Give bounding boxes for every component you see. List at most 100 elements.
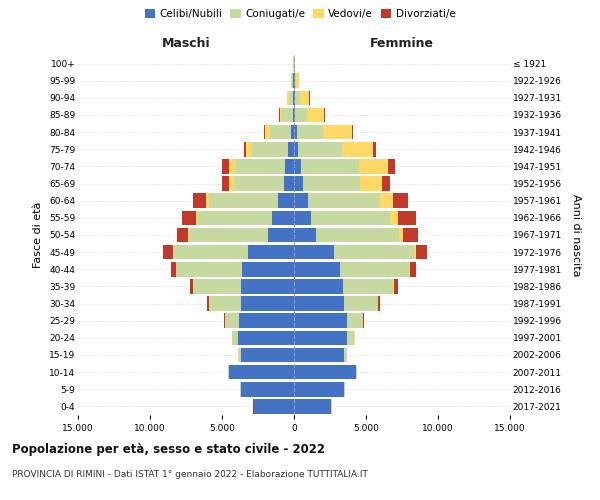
Bar [300, 90, 309, 105]
Bar [197, 210, 272, 225]
Bar [189, 228, 268, 242]
Bar [235, 159, 286, 174]
Bar [206, 194, 209, 208]
Bar [238, 330, 294, 345]
Bar [294, 314, 347, 328]
Bar [241, 382, 294, 396]
Bar [391, 210, 398, 225]
Bar [363, 314, 364, 328]
Bar [298, 142, 341, 156]
Bar [413, 245, 416, 260]
Bar [286, 159, 294, 174]
Bar [280, 108, 283, 122]
Bar [248, 245, 294, 260]
Bar [294, 176, 302, 191]
Text: Popolazione per età, sesso e stato civile - 2022: Popolazione per età, sesso e stato civil… [12, 442, 325, 456]
Bar [222, 159, 229, 174]
Bar [295, 108, 307, 122]
Bar [229, 176, 233, 191]
Bar [294, 399, 331, 413]
Bar [241, 296, 294, 311]
Bar [239, 314, 294, 328]
Bar [182, 210, 196, 225]
Bar [311, 210, 391, 225]
Bar [294, 330, 347, 345]
Bar [399, 228, 403, 242]
Bar [163, 245, 173, 260]
Y-axis label: Anni di nascita: Anni di nascita [571, 194, 581, 276]
Bar [294, 262, 340, 276]
Bar [278, 194, 294, 208]
Bar [176, 262, 242, 276]
Bar [295, 74, 296, 88]
Bar [403, 228, 418, 242]
Bar [176, 228, 188, 242]
Bar [241, 279, 294, 293]
Bar [294, 279, 343, 293]
Bar [347, 330, 355, 345]
Bar [193, 194, 206, 208]
Text: Femmine: Femmine [370, 37, 434, 50]
Bar [291, 125, 294, 140]
Bar [233, 176, 284, 191]
Bar [209, 194, 278, 208]
Bar [294, 228, 316, 242]
Bar [294, 382, 344, 396]
Bar [196, 210, 197, 225]
Bar [294, 108, 295, 122]
Bar [208, 296, 209, 311]
Bar [294, 348, 344, 362]
Bar [344, 348, 347, 362]
Bar [294, 90, 295, 105]
Bar [209, 296, 241, 311]
Text: PROVINCIA DI RIMINI - Dati ISTAT 1° gennaio 2022 - Elaborazione TUTTITALIA.IT: PROVINCIA DI RIMINI - Dati ISTAT 1° genn… [12, 470, 368, 479]
Bar [297, 125, 323, 140]
Bar [239, 348, 241, 362]
Bar [293, 108, 294, 122]
Bar [360, 176, 382, 191]
Bar [295, 90, 300, 105]
Bar [373, 142, 376, 156]
Bar [416, 245, 427, 260]
Bar [224, 314, 225, 328]
Bar [247, 142, 252, 156]
Bar [289, 90, 293, 105]
Bar [269, 125, 291, 140]
Bar [324, 108, 325, 122]
Bar [284, 176, 294, 191]
Bar [229, 159, 235, 174]
Bar [264, 125, 265, 140]
Bar [316, 228, 399, 242]
Bar [173, 245, 248, 260]
Bar [252, 142, 288, 156]
Bar [343, 279, 394, 293]
Bar [229, 365, 294, 380]
Bar [294, 245, 334, 260]
Bar [323, 125, 352, 140]
Bar [294, 125, 297, 140]
Bar [410, 262, 416, 276]
Bar [398, 210, 416, 225]
Bar [288, 142, 294, 156]
Bar [388, 159, 395, 174]
Bar [242, 262, 294, 276]
Bar [294, 296, 344, 311]
Bar [394, 194, 408, 208]
Bar [301, 159, 359, 174]
Bar [296, 74, 299, 88]
Bar [244, 142, 247, 156]
Bar [283, 108, 293, 122]
Y-axis label: Fasce di età: Fasce di età [34, 202, 43, 268]
Bar [340, 262, 409, 276]
Bar [293, 74, 294, 88]
Bar [294, 194, 308, 208]
Bar [380, 194, 394, 208]
Bar [294, 159, 301, 174]
Bar [394, 279, 398, 293]
Bar [272, 210, 294, 225]
Bar [344, 296, 377, 311]
Bar [347, 314, 363, 328]
Bar [279, 108, 280, 122]
Bar [292, 74, 293, 88]
Bar [294, 210, 311, 225]
